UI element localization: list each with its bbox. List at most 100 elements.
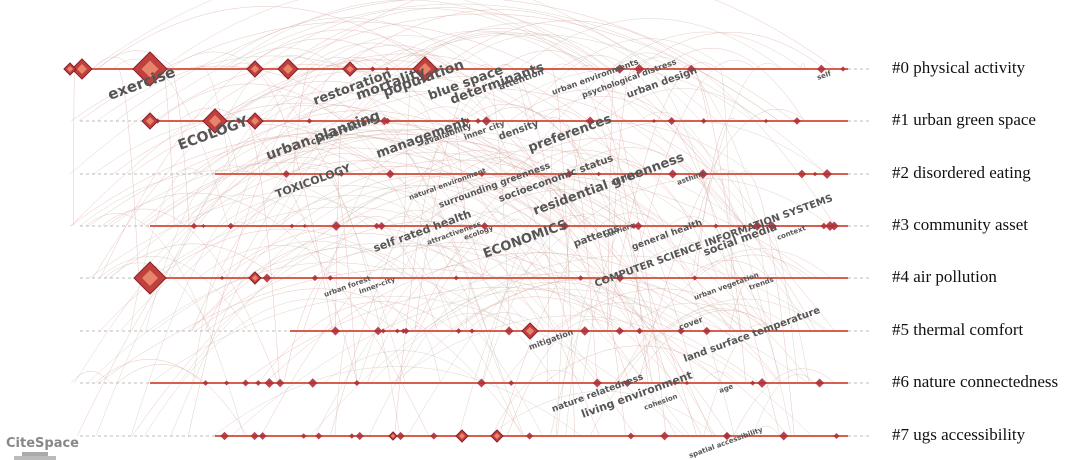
node — [453, 275, 459, 281]
node — [757, 378, 767, 388]
arc — [505, 138, 817, 332]
node — [227, 222, 235, 230]
arc — [307, 59, 371, 122]
arc — [264, 252, 749, 384]
arc — [131, 221, 580, 437]
node — [615, 327, 624, 335]
arc — [197, 245, 415, 332]
arc — [638, 109, 806, 384]
arc — [629, 274, 650, 332]
node — [560, 221, 569, 231]
node — [395, 328, 400, 334]
keyword: land surface temperature — [682, 305, 822, 365]
arc — [154, 64, 703, 437]
arc — [453, 34, 620, 70]
node — [455, 328, 462, 334]
node — [402, 327, 410, 335]
arc — [280, 7, 718, 175]
arc — [241, 287, 760, 384]
arc — [572, 162, 735, 437]
arc — [230, 47, 505, 384]
arc — [225, 55, 322, 122]
node-core — [459, 433, 465, 439]
arc — [150, 206, 690, 437]
arc — [752, 374, 816, 437]
arc — [481, 107, 669, 384]
node — [475, 118, 481, 124]
node — [750, 380, 756, 386]
arc — [603, 88, 762, 122]
node — [224, 380, 230, 386]
arc — [224, 0, 591, 70]
node — [815, 378, 825, 388]
node — [311, 274, 319, 282]
arc — [368, 252, 610, 437]
arc — [191, 153, 395, 332]
node — [820, 222, 828, 230]
arc — [682, 64, 709, 122]
node — [825, 221, 836, 231]
node — [315, 432, 323, 440]
arc — [397, 277, 738, 384]
arc — [100, 38, 402, 279]
cluster-label: #7 ugs accessibility — [892, 425, 1026, 444]
arc — [584, 31, 826, 122]
nodes — [63, 51, 846, 443]
arc — [334, 329, 352, 437]
arc — [439, 20, 836, 227]
arc — [85, 213, 245, 437]
arc — [407, 178, 832, 437]
arc — [160, 0, 759, 227]
node — [636, 327, 643, 335]
node — [722, 431, 732, 441]
arc — [244, 29, 441, 70]
arc — [70, 13, 780, 227]
arc — [116, 364, 248, 437]
arc — [157, 83, 343, 122]
node — [480, 222, 489, 230]
node — [380, 328, 386, 334]
arc — [565, 147, 744, 227]
node — [384, 66, 390, 72]
arc — [554, 288, 769, 332]
arc — [140, 147, 559, 227]
arc — [610, 60, 741, 332]
node — [763, 118, 769, 124]
arc — [482, 213, 618, 384]
arc — [281, 33, 591, 227]
arc — [192, 221, 249, 384]
arc — [733, 368, 835, 437]
arc — [72, 68, 75, 227]
node — [349, 433, 355, 439]
node — [469, 328, 475, 334]
node — [652, 118, 657, 124]
node — [634, 64, 645, 74]
arc — [274, 129, 500, 175]
node — [668, 169, 678, 179]
node — [481, 116, 492, 126]
node — [258, 432, 267, 440]
arc — [255, 185, 520, 279]
cluster-label: #0 physical activity — [892, 58, 1026, 77]
cluster-label: #1 urban green space — [892, 110, 1036, 129]
arc — [341, 215, 438, 332]
arc — [739, 171, 795, 437]
keyword: age — [718, 382, 735, 395]
node — [713, 223, 719, 229]
cluster-label: #3 community asset — [892, 215, 1028, 234]
arc — [278, 159, 743, 332]
arc — [422, 271, 735, 332]
node — [812, 171, 818, 177]
arc — [550, 271, 638, 437]
arc — [696, 117, 737, 279]
arc — [451, 279, 781, 384]
arc — [71, 370, 111, 384]
arc — [348, 76, 575, 122]
keyword: barriers — [603, 222, 635, 240]
arc — [765, 273, 810, 384]
node — [752, 221, 763, 231]
arc — [358, 213, 494, 384]
arc — [147, 134, 813, 384]
node — [262, 273, 272, 283]
arc — [283, 272, 344, 384]
